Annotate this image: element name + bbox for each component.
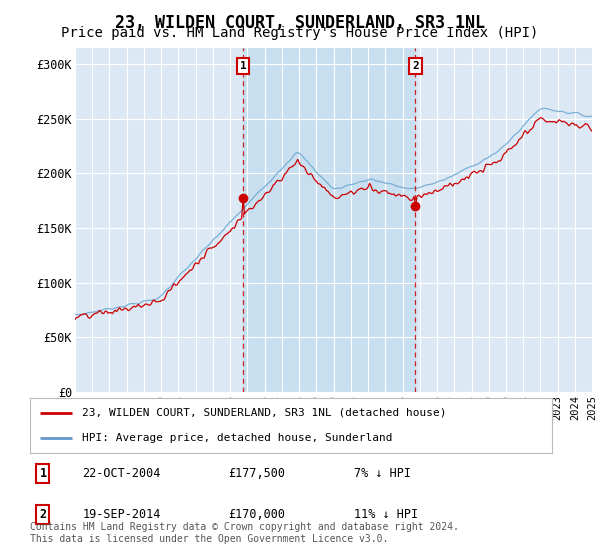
Text: Contains HM Land Registry data © Crown copyright and database right 2024.
This d: Contains HM Land Registry data © Crown c… xyxy=(30,522,459,544)
Text: 23, WILDEN COURT, SUNDERLAND, SR3 1NL: 23, WILDEN COURT, SUNDERLAND, SR3 1NL xyxy=(115,14,485,32)
Text: 1: 1 xyxy=(40,468,47,480)
Text: 2: 2 xyxy=(40,508,47,521)
Bar xyxy=(243,48,415,392)
Text: £170,000: £170,000 xyxy=(229,508,286,521)
Text: £177,500: £177,500 xyxy=(229,468,286,480)
Text: 22-OCT-2004: 22-OCT-2004 xyxy=(82,468,161,480)
Text: 1: 1 xyxy=(240,61,247,71)
Text: 23, WILDEN COURT, SUNDERLAND, SR3 1NL (detached house): 23, WILDEN COURT, SUNDERLAND, SR3 1NL (d… xyxy=(82,408,446,418)
Text: Price paid vs. HM Land Registry's House Price Index (HPI): Price paid vs. HM Land Registry's House … xyxy=(61,26,539,40)
Text: 2: 2 xyxy=(412,61,419,71)
Text: HPI: Average price, detached house, Sunderland: HPI: Average price, detached house, Sund… xyxy=(82,433,392,443)
Text: 19-SEP-2014: 19-SEP-2014 xyxy=(82,508,161,521)
Text: 11% ↓ HPI: 11% ↓ HPI xyxy=(353,508,418,521)
Text: 7% ↓ HPI: 7% ↓ HPI xyxy=(353,468,410,480)
